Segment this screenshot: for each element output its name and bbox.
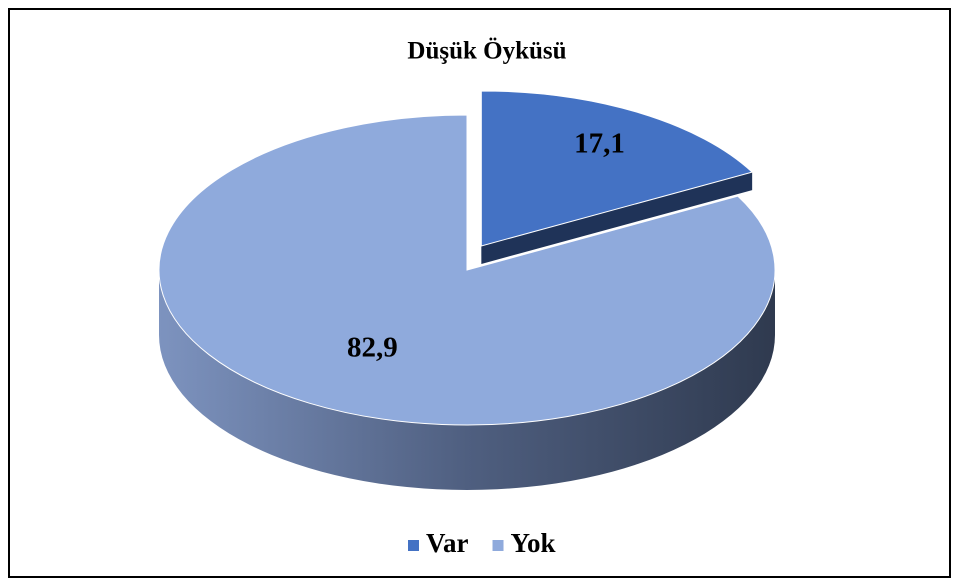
legend-label: Yok — [511, 528, 556, 558]
chart-title: Düşük Öyküsü — [407, 38, 566, 65]
pie-slice — [158, 114, 776, 426]
legend-label: Var — [426, 528, 469, 558]
data-label: 17,1 — [574, 128, 625, 160]
legend-marker — [408, 540, 419, 551]
pie-cut-face — [481, 172, 753, 264]
data-label: 82,9 — [347, 332, 398, 364]
pie-side — [159, 270, 775, 490]
pie-slice — [480, 90, 754, 247]
legend-marker — [492, 540, 504, 551]
